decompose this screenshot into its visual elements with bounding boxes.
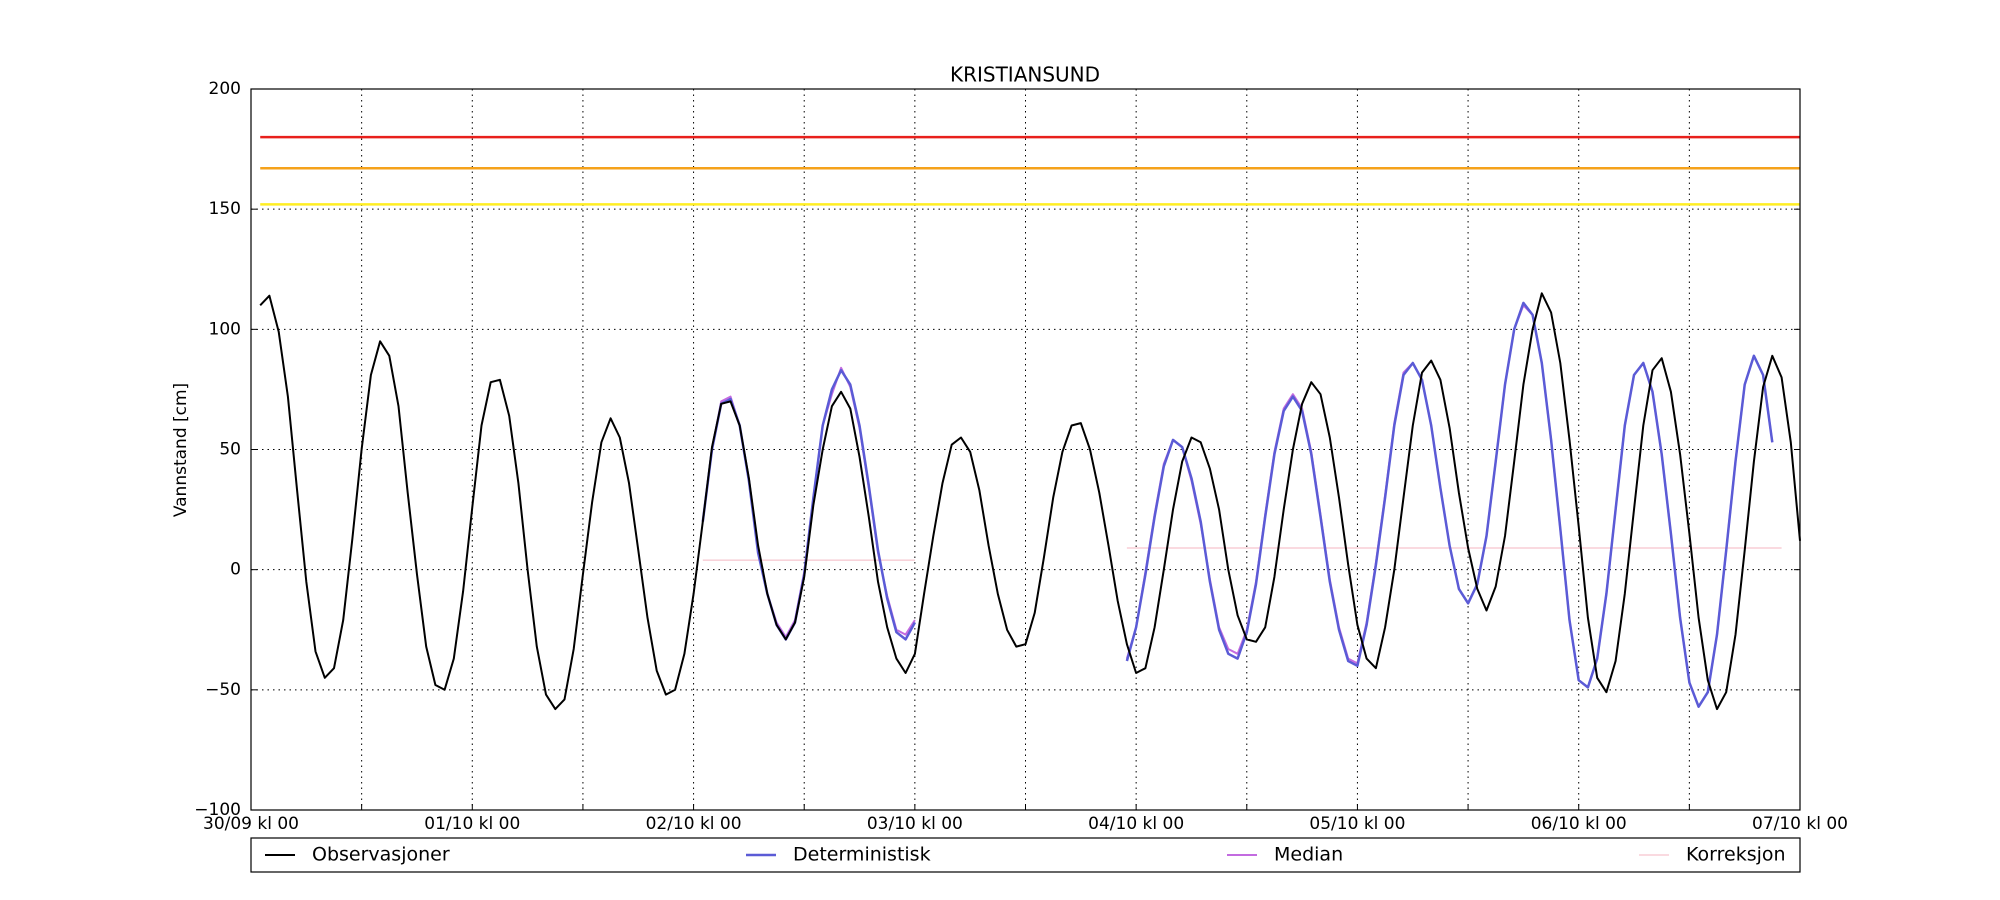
x-tick-label: 04/10 kl 00 [1088,814,1184,834]
legend-label: Korreksjon [1686,844,1786,866]
x-tick-label: 07/10 kl 00 [1752,814,1848,834]
y-tick-label: 0 [230,560,241,580]
legend-label: Deterministisk [793,844,931,866]
series-line [259,292,1801,711]
y-tick-label: 100 [209,319,241,339]
y-tick-label: 150 [209,199,241,219]
y-axis-label: Vannstand [cm] [171,383,191,517]
x-tick-label: 05/10 kl 00 [1309,814,1405,834]
y-tick-label: −100 [194,800,241,820]
legend-label: Median [1274,844,1343,866]
chart-title: KRISTIANSUND [950,63,1100,87]
x-tick-label: 30/09 kl 00 [203,814,299,834]
y-tick-label: −50 [205,680,241,700]
legend-label: Observasjoner [312,844,450,866]
legend-box [250,837,1801,873]
plot-frame [250,88,1801,811]
x-tick-label: 03/10 kl 00 [867,814,963,834]
x-tick-label: 01/10 kl 00 [424,814,520,834]
y-tick-label: 50 [219,440,241,460]
x-tick-label: 02/10 kl 00 [646,814,742,834]
y-tick-label: 200 [209,79,241,99]
x-tick-label: 06/10 kl 00 [1531,814,1627,834]
